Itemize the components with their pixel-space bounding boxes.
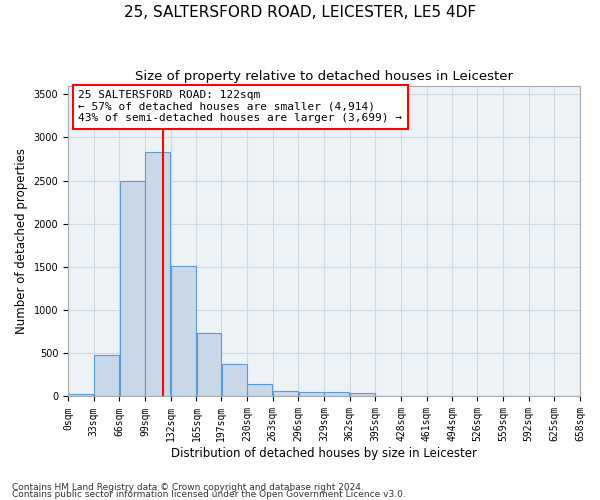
Title: Size of property relative to detached houses in Leicester: Size of property relative to detached ho… <box>135 70 513 83</box>
Bar <box>221 364 247 396</box>
Bar <box>145 152 170 396</box>
Bar <box>68 394 94 396</box>
Bar <box>299 392 324 396</box>
X-axis label: Distribution of detached houses by size in Leicester: Distribution of detached houses by size … <box>171 447 477 460</box>
Bar <box>119 180 145 396</box>
Text: Contains HM Land Registry data © Crown copyright and database right 2024.: Contains HM Land Registry data © Crown c… <box>12 484 364 492</box>
Bar <box>350 394 375 396</box>
Text: 25, SALTERSFORD ROAD, LEICESTER, LE5 4DF: 25, SALTERSFORD ROAD, LEICESTER, LE5 4DF <box>124 5 476 20</box>
Bar <box>171 266 196 396</box>
Y-axis label: Number of detached properties: Number of detached properties <box>15 148 28 334</box>
Text: 25 SALTERSFORD ROAD: 122sqm
← 57% of detached houses are smaller (4,914)
43% of : 25 SALTERSFORD ROAD: 122sqm ← 57% of det… <box>78 90 402 124</box>
Bar <box>273 391 298 396</box>
Bar <box>197 332 221 396</box>
Text: Contains public sector information licensed under the Open Government Licence v3: Contains public sector information licen… <box>12 490 406 499</box>
Bar <box>324 392 349 396</box>
Bar <box>247 384 272 396</box>
Bar <box>94 356 119 397</box>
